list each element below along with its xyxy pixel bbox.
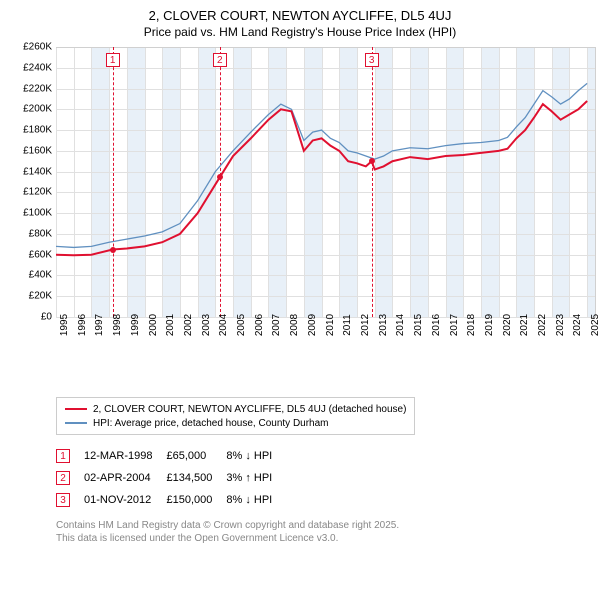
xtick-label: 2016 [431,314,442,336]
xtick-label: 2004 [218,314,229,336]
chart-area: 123 £0£20K£40K£60K£80K£100K£120K£140K£16… [26,47,596,357]
xtick-label: 1996 [77,314,88,336]
xtick-label: 2017 [449,314,460,336]
chart-subtitle: Price paid vs. HM Land Registry's House … [8,25,592,39]
xtick-label: 2015 [413,314,424,336]
ytick-label: £200K [14,104,52,115]
legend-swatch-1 [65,422,87,424]
events-table: 1 12-MAR-1998£65,0008% ↓ HPI 2 02-APR-2004£… [56,445,592,511]
event-price: £134,500 [166,467,226,489]
xtick-label: 2006 [254,314,265,336]
xtick-label: 1998 [112,314,123,336]
series-line [56,83,587,247]
event-delta: 8% ↓ HPI [226,489,286,511]
ytick-label: £260K [14,42,52,53]
xtick-label: 2023 [555,314,566,336]
xtick-label: 2024 [572,314,583,336]
event-date: 12-MAR-1998 [84,445,166,467]
xtick-label: 2010 [325,314,336,336]
xtick-label: 2021 [519,314,530,336]
ytick-label: £240K [14,62,52,73]
xtick-label: 1995 [59,314,70,336]
legend-swatch-0 [65,408,87,410]
xtick-label: 2018 [466,314,477,336]
xtick-label: 2020 [502,314,513,336]
xtick-label: 2007 [271,314,282,336]
event-delta: 8% ↓ HPI [226,445,286,467]
xtick-label: 2008 [289,314,300,336]
event-row: 1 12-MAR-1998£65,0008% ↓ HPI [56,445,286,467]
ytick-label: £20K [14,291,52,302]
event-row: 3 01-NOV-2012£150,0008% ↓ HPI [56,489,286,511]
event-price: £150,000 [166,489,226,511]
legend-label-1: HPI: Average price, detached house, Coun… [93,418,329,429]
ytick-label: £100K [14,208,52,219]
xtick-label: 1999 [130,314,141,336]
xtick-label: 2005 [236,314,247,336]
xtick-label: 2022 [537,314,548,336]
footer-text: Contains HM Land Registry data © Crown c… [56,519,592,545]
xtick-label: 2025 [590,314,600,336]
xtick-label: 2000 [148,314,159,336]
event-row: 2 02-APR-2004£134,5003% ↑ HPI [56,467,286,489]
ytick-label: £80K [14,228,52,239]
ytick-label: £160K [14,145,52,156]
event-price: £65,000 [166,445,226,467]
legend: 2, CLOVER COURT, NEWTON AYCLIFFE, DL5 4U… [56,397,415,435]
event-badge: 1 [56,449,70,463]
marker-dot [369,158,375,164]
event-date: 01-NOV-2012 [84,489,166,511]
legend-label-0: 2, CLOVER COURT, NEWTON AYCLIFFE, DL5 4U… [93,404,406,415]
xtick-label: 2019 [484,314,495,336]
ytick-label: £220K [14,83,52,94]
xtick-label: 2002 [183,314,194,336]
xtick-label: 2011 [342,314,353,336]
ytick-label: £60K [14,249,52,260]
ytick-label: £180K [14,125,52,136]
chart-title: 2, CLOVER COURT, NEWTON AYCLIFFE, DL5 4U… [8,8,592,23]
xtick-label: 2009 [307,314,318,336]
event-badge: 2 [56,471,70,485]
event-date: 02-APR-2004 [84,467,166,489]
ytick-label: £120K [14,187,52,198]
series-line [56,101,587,255]
xtick-label: 1997 [94,314,105,336]
marker-dot [217,174,223,180]
ytick-label: £40K [14,270,52,281]
ytick-label: £140K [14,166,52,177]
event-badge: 3 [56,493,70,507]
xtick-label: 2012 [360,314,371,336]
xtick-label: 2001 [165,314,176,336]
xtick-label: 2003 [201,314,212,336]
event-delta: 3% ↑ HPI [226,467,286,489]
xtick-label: 2013 [378,314,389,336]
xtick-label: 2014 [395,314,406,336]
marker-dot [110,247,116,253]
ytick-label: £0 [14,312,52,323]
